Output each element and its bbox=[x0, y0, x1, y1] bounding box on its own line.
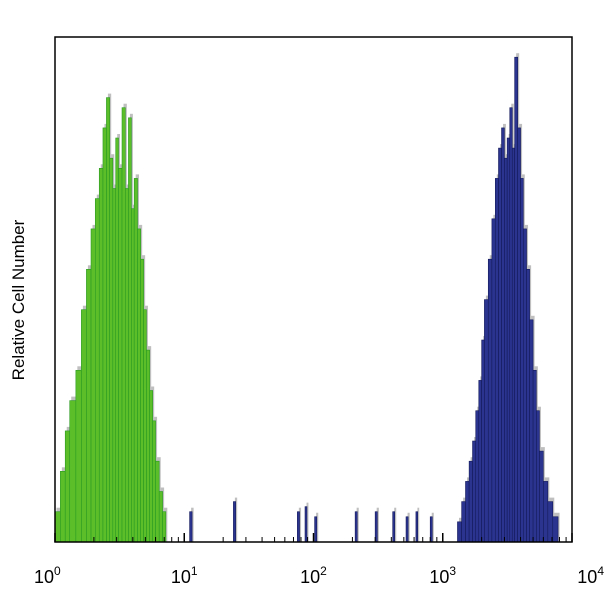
histogram-bar-shadow bbox=[306, 502, 309, 542]
blue-histogram-bar bbox=[511, 147, 515, 543]
blue-histogram-bar bbox=[532, 369, 537, 543]
green-histogram-bar bbox=[118, 168, 123, 543]
x-tick-label: 101 bbox=[171, 564, 198, 587]
green-histogram-bar bbox=[98, 168, 104, 543]
histogram-bar-shadow bbox=[376, 507, 379, 542]
x-tick-exponent: 1 bbox=[191, 564, 198, 578]
y-axis-label: Relative Cell Number bbox=[9, 219, 28, 380]
histogram-bar-shadow bbox=[417, 507, 420, 542]
histogram-bars bbox=[54, 53, 560, 543]
x-tick-label: 103 bbox=[429, 564, 456, 587]
blue-histogram-bar bbox=[522, 228, 527, 543]
histogram-bar-shadow bbox=[316, 512, 319, 542]
blue-histogram-bar bbox=[405, 516, 409, 543]
blue-histogram-bar bbox=[472, 440, 477, 543]
x-tick-base: 10 bbox=[171, 567, 191, 587]
green-histogram-bar bbox=[94, 198, 100, 543]
blue-histogram-bar bbox=[415, 511, 419, 543]
blue-histogram-bar bbox=[354, 511, 358, 543]
blue-histogram-bar bbox=[517, 127, 521, 543]
blue-histogram-bar bbox=[494, 178, 499, 543]
green-histogram-bar bbox=[90, 228, 96, 543]
blue-histogram-bar bbox=[504, 157, 508, 543]
green-histogram-bar bbox=[60, 470, 66, 543]
green-histogram-bar bbox=[86, 268, 92, 543]
blue-histogram-bar bbox=[514, 56, 518, 543]
green-histogram-bar bbox=[75, 369, 82, 543]
blue-histogram-bar bbox=[487, 258, 493, 543]
green-histogram-bar bbox=[125, 188, 129, 543]
x-tick-base: 10 bbox=[34, 567, 54, 587]
green-histogram-bar bbox=[69, 400, 77, 543]
blue-histogram-bar bbox=[509, 107, 513, 543]
green-histogram-bar bbox=[102, 127, 107, 543]
blue-histogram-bar bbox=[547, 501, 554, 543]
x-tick-base: 10 bbox=[300, 567, 320, 587]
green-histogram-bar bbox=[121, 107, 126, 543]
blue-histogram-bar bbox=[501, 127, 505, 543]
green-histogram-bar bbox=[115, 137, 119, 543]
x-tick-label: 102 bbox=[300, 564, 327, 587]
histogram-bar-shadow bbox=[394, 507, 397, 542]
blue-histogram-bar bbox=[189, 511, 193, 543]
x-tick-exponent: 2 bbox=[320, 564, 327, 578]
green-histogram-bar bbox=[131, 208, 135, 543]
green-histogram-bar bbox=[143, 309, 147, 543]
blue-histogram-bar bbox=[520, 178, 524, 543]
blue-histogram-bar bbox=[233, 501, 236, 543]
green-histogram-bar bbox=[133, 178, 138, 543]
histogram-bar-shadow bbox=[234, 497, 238, 542]
blue-histogram-bar bbox=[529, 319, 534, 543]
green-histogram-bar bbox=[158, 491, 163, 543]
x-tick-base: 10 bbox=[429, 567, 449, 587]
blue-histogram-bar bbox=[498, 147, 502, 543]
blue-histogram-bar bbox=[539, 450, 544, 543]
blue-histogram-bar bbox=[314, 516, 318, 543]
green-histogram-bar bbox=[152, 420, 156, 543]
blue-histogram-bar bbox=[484, 299, 489, 543]
green-histogram-bar bbox=[128, 117, 132, 543]
blue-histogram-bar bbox=[392, 511, 396, 543]
blue-histogram-bar bbox=[304, 506, 308, 543]
blue-histogram-bar bbox=[461, 501, 466, 543]
histogram-bar-shadow bbox=[407, 512, 410, 542]
green-histogram-bar bbox=[106, 97, 111, 543]
histogram-bar-shadow bbox=[298, 507, 302, 542]
green-histogram-bar bbox=[112, 188, 117, 543]
green-histogram-bar bbox=[149, 390, 153, 543]
x-tick-exponent: 0 bbox=[54, 564, 61, 578]
green-histogram-bar bbox=[155, 460, 160, 543]
blue-histogram-bar bbox=[481, 339, 485, 543]
x-tick-exponent: 3 bbox=[449, 564, 456, 578]
blue-histogram-bar bbox=[457, 521, 462, 543]
blue-histogram-bar bbox=[475, 410, 480, 543]
green-histogram-bar bbox=[54, 511, 61, 543]
blue-histogram-bar bbox=[526, 268, 530, 543]
blue-histogram-bar bbox=[506, 137, 511, 543]
blue-histogram-bar bbox=[491, 218, 496, 543]
blue-histogram-bar bbox=[468, 460, 473, 543]
green-histogram-bar bbox=[137, 228, 141, 543]
green-histogram-bar bbox=[140, 258, 144, 543]
green-histogram-bar bbox=[109, 157, 114, 543]
green-histogram-bar bbox=[81, 309, 87, 543]
x-tick-base: 10 bbox=[577, 567, 597, 587]
blue-histogram-bar bbox=[552, 516, 559, 543]
histogram-bar-shadow bbox=[431, 512, 434, 542]
x-tick-exponent: 4 bbox=[597, 564, 604, 578]
green-histogram-bar bbox=[64, 430, 71, 543]
x-tick-label: 100 bbox=[34, 564, 61, 587]
green-histogram-bar bbox=[146, 349, 150, 543]
blue-histogram-bar bbox=[536, 410, 540, 543]
x-axis-ticks: 100 101 102 103 104 bbox=[34, 533, 604, 587]
blue-histogram-bar bbox=[297, 511, 300, 543]
blue-histogram-bar bbox=[478, 380, 482, 543]
histogram-bar-shadow bbox=[356, 507, 359, 542]
blue-histogram-bar bbox=[543, 481, 549, 543]
blue-histogram-bar bbox=[465, 481, 470, 543]
x-tick-label: 104 bbox=[577, 564, 604, 587]
